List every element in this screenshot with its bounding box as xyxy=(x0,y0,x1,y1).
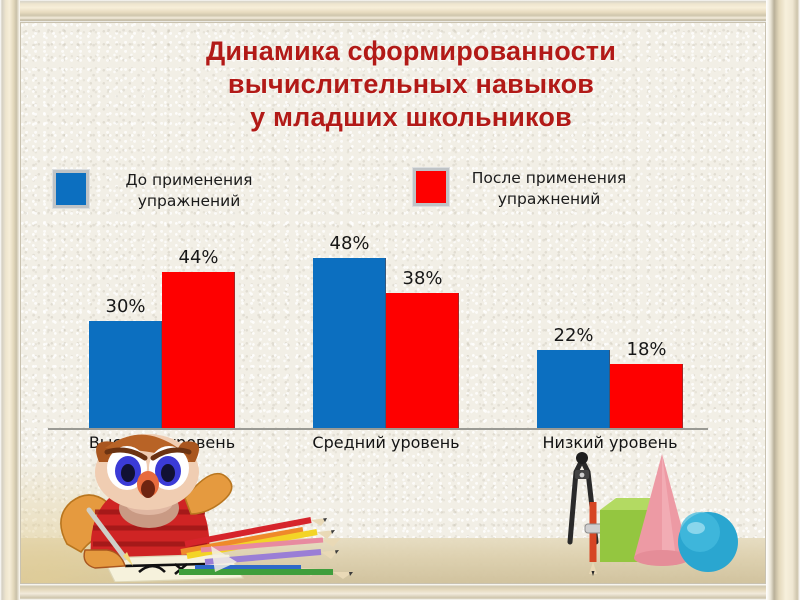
bar-high-after xyxy=(162,272,235,428)
bar-chart: 30% 44% 48% 38% 22% 18% Высокий уровень … xyxy=(21,23,766,584)
bar-medium-after xyxy=(386,293,459,428)
title-line-2: вычислительных навыков xyxy=(227,69,595,99)
blue-swatch-icon xyxy=(53,170,89,208)
bar-high-before xyxy=(89,321,162,428)
red-swatch-icon xyxy=(413,168,449,206)
owl-icon xyxy=(29,432,299,583)
bar-low-after xyxy=(610,364,683,428)
legend-label-after: После применения упражнений xyxy=(459,168,639,210)
bar-low-before xyxy=(537,350,610,428)
bar-medium-before xyxy=(313,258,386,428)
legend-before-line-2: упражнений xyxy=(137,192,241,210)
bar-value-low-after: 18% xyxy=(626,339,667,360)
bar-value-medium-before: 48% xyxy=(329,233,370,254)
frame-left-band xyxy=(0,0,20,600)
legend-before-line-1: До применения xyxy=(125,171,253,189)
chart-legend: До применения упражнений После применени… xyxy=(21,168,766,226)
pink-cone xyxy=(634,454,690,566)
bar-value-high-after: 44% xyxy=(178,247,219,268)
bar-value-high-before: 30% xyxy=(105,296,146,317)
category-label-low: Низкий уровень xyxy=(542,433,678,452)
blue-sphere xyxy=(678,512,738,572)
legend-after-line-1: После применения xyxy=(471,169,627,187)
legend-after-line-2: упражнений xyxy=(497,190,601,208)
chart-baseline-axis xyxy=(48,428,708,430)
legend-label-before: До применения упражнений xyxy=(99,170,279,212)
geometry-solids-icon xyxy=(566,450,756,580)
page-title: Динамика сформированности вычислительных… xyxy=(61,35,761,134)
frame-right-band xyxy=(766,0,800,600)
category-label-medium: Средний уровень xyxy=(312,433,460,452)
legend-item-after: После применения упражнений xyxy=(413,168,639,210)
colored-pencils-icon xyxy=(171,506,431,580)
bar-value-low-before: 22% xyxy=(553,325,594,346)
title-line-1: Динамика сформированности xyxy=(205,36,617,66)
slide-canvas: Динамика сформированности вычислительных… xyxy=(21,23,766,584)
compass xyxy=(567,452,604,576)
legend-item-before: До применения упражнений xyxy=(53,170,279,212)
frame-bottom-band xyxy=(0,584,800,600)
frame-top-band xyxy=(0,0,800,22)
bar-value-medium-after: 38% xyxy=(402,268,443,289)
title-line-3: у младших школьников xyxy=(250,102,572,132)
